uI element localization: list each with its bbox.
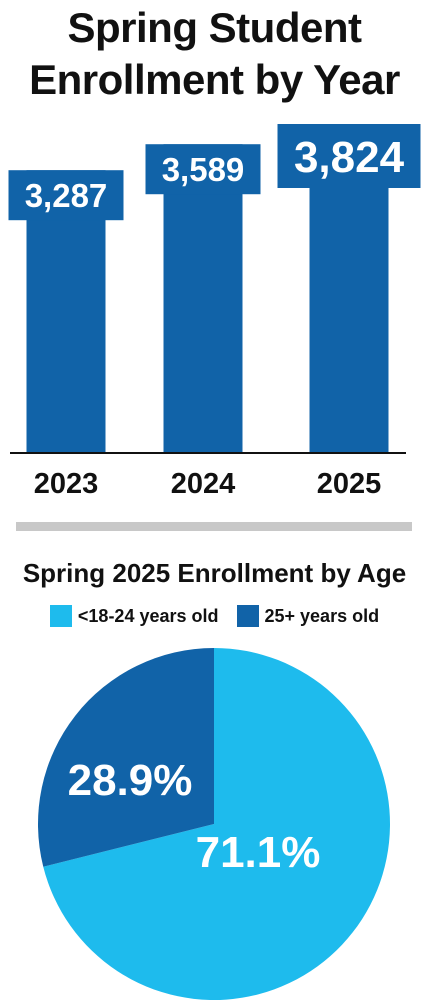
bar-2024 [163, 144, 243, 453]
pie-slice-older [37, 648, 215, 867]
legend-swatch-young [49, 605, 72, 627]
bar-value-label-2024: 3,589 [162, 151, 245, 188]
chart-title: Spring Student Enrollment by Year [29, 4, 400, 103]
bar-label-box-2024 [145, 144, 261, 195]
pie-value-label-young: 71.1% [196, 828, 321, 877]
legend-swatch-older [236, 605, 259, 627]
section-divider [16, 522, 412, 531]
bar-value-label-2023: 3,287 [25, 177, 108, 214]
legend-label-young: <18-24 years old [77, 605, 219, 626]
pie-chart: 71.1%28.9% [37, 648, 390, 1000]
bar-label-box-2023 [8, 170, 124, 221]
pie-chart-title: Spring 2025 Enrollment by Age [22, 558, 407, 588]
bar-label-box-2025 [277, 124, 421, 188]
legend-item-young: <18-24 years old [49, 605, 219, 627]
x-tick-label-2024: 2024 [171, 468, 236, 500]
legend-item-older: 25+ years old [236, 605, 380, 627]
legend-label-older: 25+ years old [264, 605, 380, 626]
bar-chart: 3,287 2023 3,589 2024 3,824 2025 [8, 124, 421, 500]
bar-value-label-2025: 3,824 [294, 133, 405, 182]
pie-slice-young [43, 648, 390, 1000]
pie-legend: <18-24 years old 25+ years old [0, 605, 429, 627]
x-tick-label-2023: 2023 [34, 468, 99, 500]
x-tick-label-2025: 2025 [317, 468, 382, 500]
pie-value-label-older: 28.9% [68, 756, 193, 805]
